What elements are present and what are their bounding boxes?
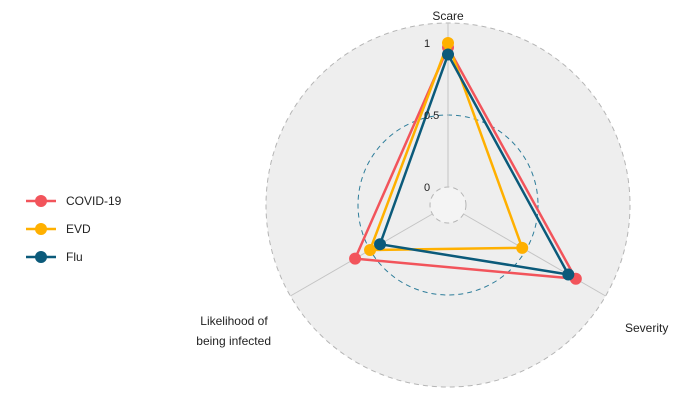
point-covid-19-likelihood-of-being-infected xyxy=(349,252,362,265)
tick-label-0-5: 0.5 xyxy=(424,110,439,122)
axis-labels: Scare Severity Likelihood of being infec… xyxy=(196,9,668,348)
point-evd-likelihood-of-being-infected xyxy=(364,244,377,256)
radar-ring-inner xyxy=(429,186,467,224)
radial-ticks: 0 0.5 1 xyxy=(424,38,439,194)
legend-marker-flu xyxy=(35,251,47,263)
legend-label-covid-19: COVID-19 xyxy=(66,194,122,208)
radar-series xyxy=(349,37,582,285)
point-flu-likelihood-of-being-infected xyxy=(374,238,387,251)
spoke-severity xyxy=(463,213,606,297)
series-flu xyxy=(374,48,575,281)
axis-label-severity: Severity xyxy=(625,321,668,335)
legend: COVID-19 EVD Flu xyxy=(26,194,122,264)
spoke-likelihood-of-being-infected xyxy=(290,213,433,297)
series-evd xyxy=(364,37,529,256)
axis-label-likelihood: Likelihood of being infected xyxy=(196,314,271,348)
legend-marker-evd xyxy=(35,223,47,235)
axis-label-scare: Scare xyxy=(432,9,464,23)
legend-item-covid-19: COVID-19 xyxy=(26,194,122,208)
legend-marker-covid-19 xyxy=(35,195,47,207)
series-line-covid-19 xyxy=(353,46,578,281)
point-flu-scare xyxy=(442,48,454,61)
tick-label-1: 1 xyxy=(424,38,430,50)
series-line-evd xyxy=(368,41,524,252)
series-line-flu xyxy=(378,53,570,276)
point-evd-severity xyxy=(516,241,529,254)
tick-label-0: 0 xyxy=(424,182,430,194)
legend-item-evd: EVD xyxy=(26,222,91,236)
point-flu-severity xyxy=(562,268,575,281)
legend-item-flu: Flu xyxy=(26,250,83,264)
legend-label-evd: EVD xyxy=(66,222,91,236)
point-evd-scare xyxy=(442,37,454,49)
radar-grid xyxy=(265,22,631,388)
legend-label-flu: Flu xyxy=(66,250,83,264)
